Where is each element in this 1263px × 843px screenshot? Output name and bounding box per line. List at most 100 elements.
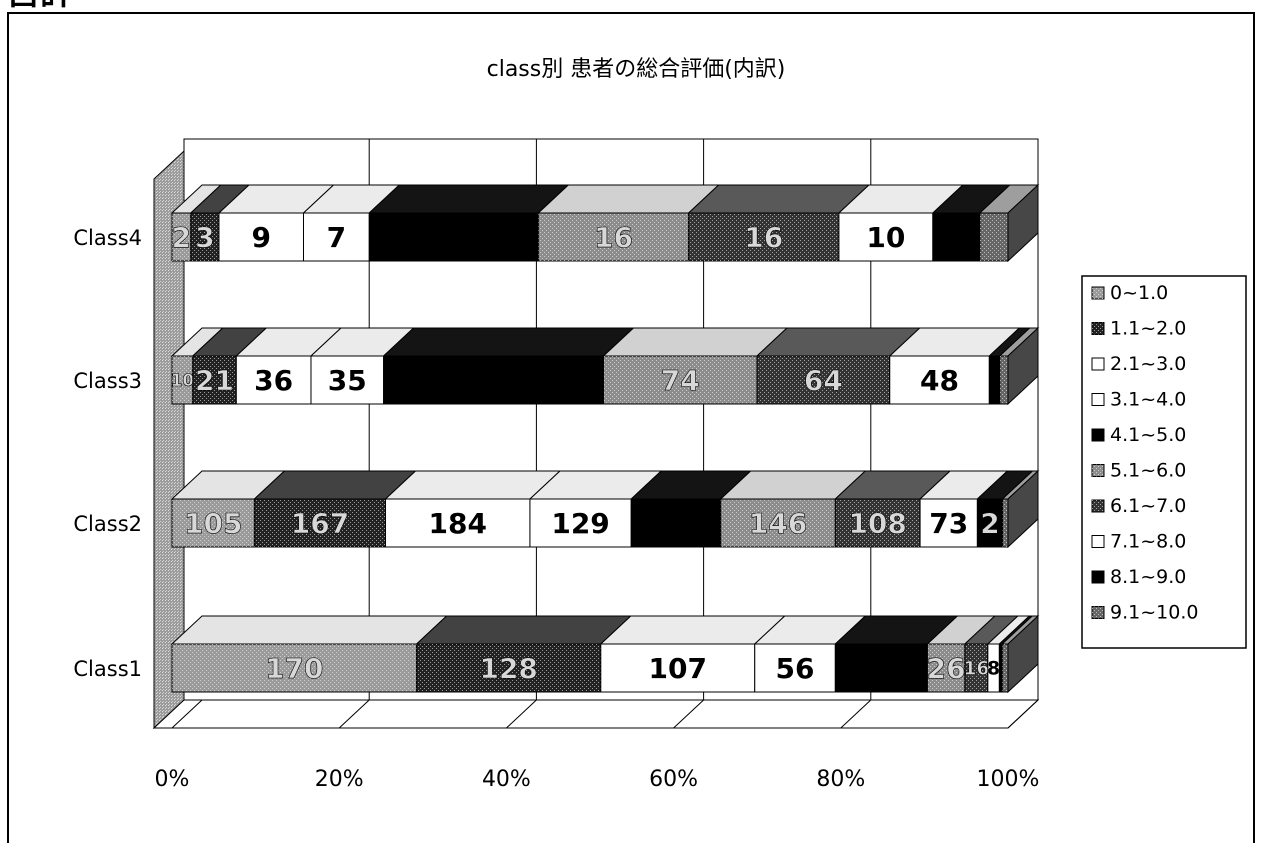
bar-segment: 16 bbox=[963, 615, 1020, 693]
data-label: 21 bbox=[195, 364, 234, 397]
legend-swatch-texture bbox=[1092, 500, 1104, 512]
bar-segment bbox=[629, 470, 752, 548]
bar-segment bbox=[1001, 469, 1040, 549]
bar-segment: 167 bbox=[253, 470, 417, 548]
x-tick-label: 20% bbox=[315, 767, 364, 792]
bar-segment: 26 bbox=[926, 615, 997, 693]
bar-texture bbox=[254, 499, 386, 547]
bar-segment: 146 bbox=[719, 470, 867, 548]
bar-segment: 2 bbox=[170, 184, 223, 262]
floor-gridline bbox=[673, 699, 704, 729]
x-tick-label: 80% bbox=[816, 767, 865, 792]
data-label: 36 bbox=[254, 364, 293, 397]
bar-texture bbox=[172, 213, 191, 261]
bar-top bbox=[537, 184, 720, 214]
data-label: 48 bbox=[920, 364, 959, 397]
legend-item: 2.1~3.0 bbox=[1091, 353, 1186, 375]
x-tick-label: 100% bbox=[977, 767, 1040, 792]
bar-segment: 74 bbox=[602, 327, 789, 405]
bar-segment bbox=[382, 327, 635, 405]
bar-texture bbox=[999, 356, 1008, 404]
bar-texture bbox=[688, 213, 839, 261]
legend-item: 0~1.0 bbox=[1091, 282, 1168, 304]
legend-swatch-texture bbox=[1092, 322, 1104, 335]
bar-front bbox=[988, 355, 1001, 405]
data-label: 64 bbox=[804, 364, 843, 397]
data-label: 10 bbox=[866, 221, 905, 254]
bar-segment: 129 bbox=[528, 470, 663, 548]
data-label: 16 bbox=[963, 659, 989, 680]
floor-gridline bbox=[1007, 699, 1039, 729]
bar-front bbox=[932, 212, 981, 262]
data-label: 2 bbox=[172, 221, 191, 254]
plot-area: 0% 20% 40% 60% 80% 100%Class1 170 128 107 56 26168… bbox=[73, 138, 1040, 792]
floor-gridline bbox=[840, 699, 872, 729]
legend-item: 8.1~9.0 bbox=[1091, 566, 1186, 588]
bar-segment: 108 bbox=[834, 470, 952, 548]
bar-segment: 48 bbox=[888, 327, 1021, 405]
bar-front bbox=[630, 498, 722, 548]
legend-item: 9.1~10.0 bbox=[1091, 602, 1198, 624]
data-label: 10 bbox=[171, 370, 194, 390]
bar-segment: 184 bbox=[384, 470, 562, 548]
legend-label: 2.1~3.0 bbox=[1110, 353, 1186, 375]
legend-label: 1.1~2.0 bbox=[1110, 318, 1186, 340]
bar-segment bbox=[998, 326, 1040, 406]
data-label: 105 bbox=[184, 507, 242, 540]
data-label: 128 bbox=[479, 652, 537, 685]
floor-gridline bbox=[506, 699, 537, 729]
bar-top bbox=[382, 327, 635, 357]
bar-texture bbox=[979, 213, 1008, 261]
data-label: 9 bbox=[251, 221, 270, 254]
bar-segment: 8 bbox=[986, 615, 1031, 693]
data-label: 16 bbox=[594, 221, 633, 254]
legend-item: 7.1~8.0 bbox=[1091, 531, 1186, 553]
data-label: 35 bbox=[328, 364, 367, 397]
bar-segment: 64 bbox=[755, 327, 922, 405]
legend-label: 4.1~5.0 bbox=[1110, 424, 1186, 446]
bar-segment: 35 bbox=[309, 327, 415, 405]
bar-segment: 7 bbox=[302, 184, 401, 262]
legend-swatch-texture bbox=[1092, 464, 1104, 477]
data-label: 74 bbox=[661, 364, 700, 397]
data-label: 8 bbox=[987, 659, 1000, 680]
legend-item: 1.1~2.0 bbox=[1091, 318, 1186, 340]
data-label: 16 bbox=[744, 221, 783, 254]
bar-segment: 16 bbox=[687, 184, 871, 262]
bar-segment: 9 bbox=[217, 184, 335, 262]
bar-top bbox=[415, 615, 633, 645]
bar-texture bbox=[190, 213, 219, 261]
data-label: 2 bbox=[980, 507, 999, 540]
chart-title: class別 患者の総合評価(内訳) bbox=[487, 57, 786, 82]
legend-item: 6.1~7.0 bbox=[1091, 495, 1186, 517]
data-label: 167 bbox=[291, 507, 349, 540]
legend-label: 9.1~10.0 bbox=[1110, 602, 1198, 624]
bar-segment bbox=[931, 184, 1012, 262]
legend-swatch bbox=[1091, 428, 1105, 442]
legend-box bbox=[1081, 275, 1247, 649]
bar-front bbox=[385, 498, 531, 548]
bar-front bbox=[889, 355, 990, 405]
category-label: Class4 bbox=[73, 226, 142, 250]
legend-label: 3.1~4.0 bbox=[1110, 389, 1186, 411]
legend-swatch-texture bbox=[1092, 287, 1104, 299]
data-label: 56 bbox=[776, 652, 815, 685]
bar-texture bbox=[835, 499, 921, 547]
legend-label: 8.1~9.0 bbox=[1110, 566, 1186, 588]
bar-texture bbox=[603, 356, 757, 404]
data-label: 146 bbox=[749, 507, 807, 540]
data-label: 7 bbox=[327, 221, 346, 254]
data-label: 170 bbox=[265, 652, 323, 685]
data-label: 129 bbox=[551, 507, 609, 540]
bar-segment: 10 bbox=[837, 184, 965, 262]
bar-front bbox=[303, 212, 370, 262]
bar-segment: 105 bbox=[170, 470, 286, 548]
floor bbox=[152, 699, 1040, 729]
bar-segment: 3 bbox=[189, 184, 251, 262]
bar-texture bbox=[172, 499, 255, 547]
bar-segment: 21 bbox=[191, 327, 268, 405]
bar-front bbox=[754, 643, 836, 693]
bar-segment bbox=[978, 183, 1040, 263]
data-label: 107 bbox=[649, 652, 707, 685]
bar-texture bbox=[756, 356, 890, 404]
